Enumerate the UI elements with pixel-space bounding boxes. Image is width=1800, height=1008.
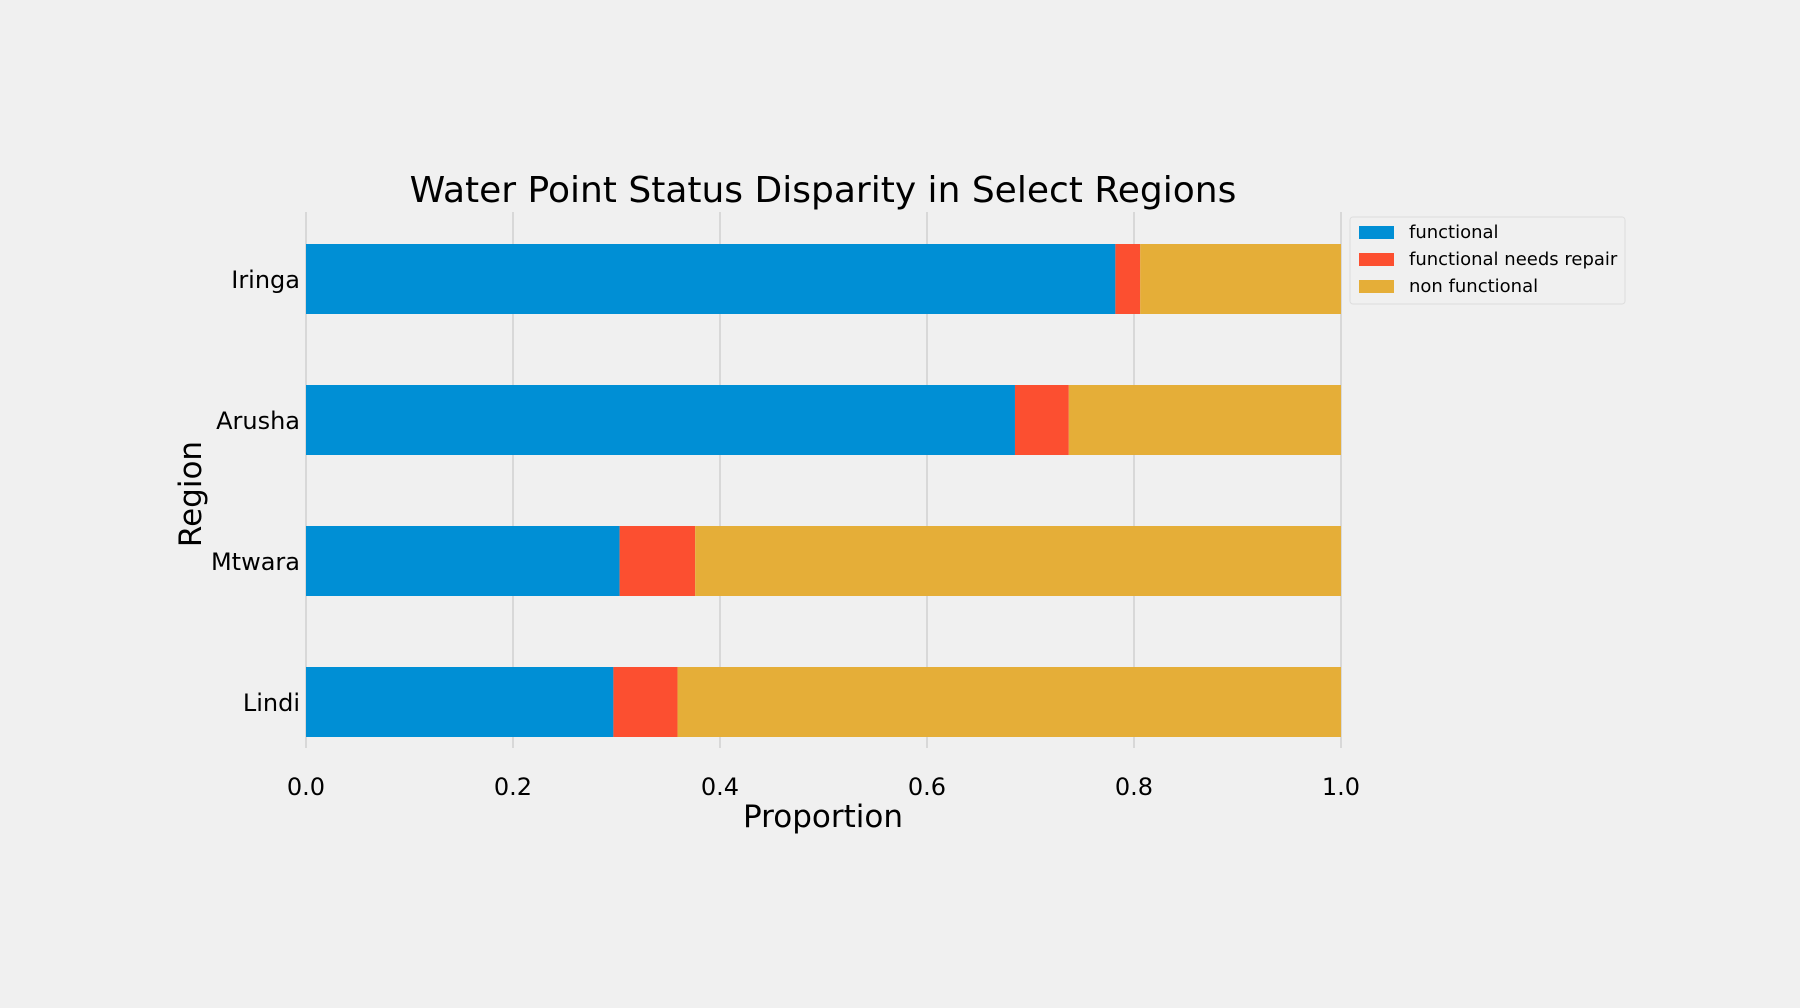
bar-iringa-functional [306,244,1116,314]
bar-lindi-non-functional [677,667,1341,737]
bar-mtwara-functional-needs-repair [619,526,696,596]
legend-label-non-functional: non functional [1409,276,1538,297]
x-tick-label-2: 0.4 [701,773,739,801]
y-tick-label-iringa: Iringa [231,266,300,294]
legend-label-functional-needs-repair: functional needs repair [1409,249,1618,270]
legend-frame [1349,216,1626,305]
legend-swatch-functional [1359,226,1394,239]
bar-arusha-functional-needs-repair [1014,385,1069,455]
x-tick-label-0: 0.0 [287,773,325,801]
x-tick-label-3: 0.6 [908,773,946,801]
y-axis-label: Region [173,441,209,547]
bar-mtwara-non-functional [695,526,1341,596]
x-tick-label-5: 1.0 [1322,773,1360,801]
legend-swatch-non-functional [1359,280,1394,293]
chart-title: Water Point Status Disparity in Select R… [410,170,1237,211]
x-tick-labels: 0.0 0.2 0.4 0.6 0.8 1.0 [287,773,1360,801]
bar-arusha-non-functional [1068,385,1341,455]
bars-group [306,244,1341,737]
legend: functional functional needs repair non fun… [1349,216,1626,305]
bar-mtwara-functional [306,526,620,596]
legend-items: functional functional needs repair non fun… [1359,222,1618,297]
bar-lindi-functional [306,667,614,737]
bar-lindi-functional-needs-repair [613,667,678,737]
y-tick-label-lindi: Lindi [243,689,300,717]
y-tick-label-arusha: Arusha [216,407,300,435]
y-tick-label-mtwara: Mtwara [211,548,300,576]
y-tick-labels: Iringa Arusha Mtwara Lindi [211,266,300,717]
bar-arusha-functional [306,385,1015,455]
bar-iringa-non-functional [1140,244,1341,314]
legend-swatch-functional-needs-repair [1359,253,1394,266]
x-tick-label-1: 0.2 [494,773,532,801]
bar-iringa-functional-needs-repair [1115,244,1141,314]
x-tick-label-4: 0.8 [1115,773,1153,801]
x-axis-label: Proportion [743,799,903,835]
legend-label-functional: functional [1409,222,1499,243]
